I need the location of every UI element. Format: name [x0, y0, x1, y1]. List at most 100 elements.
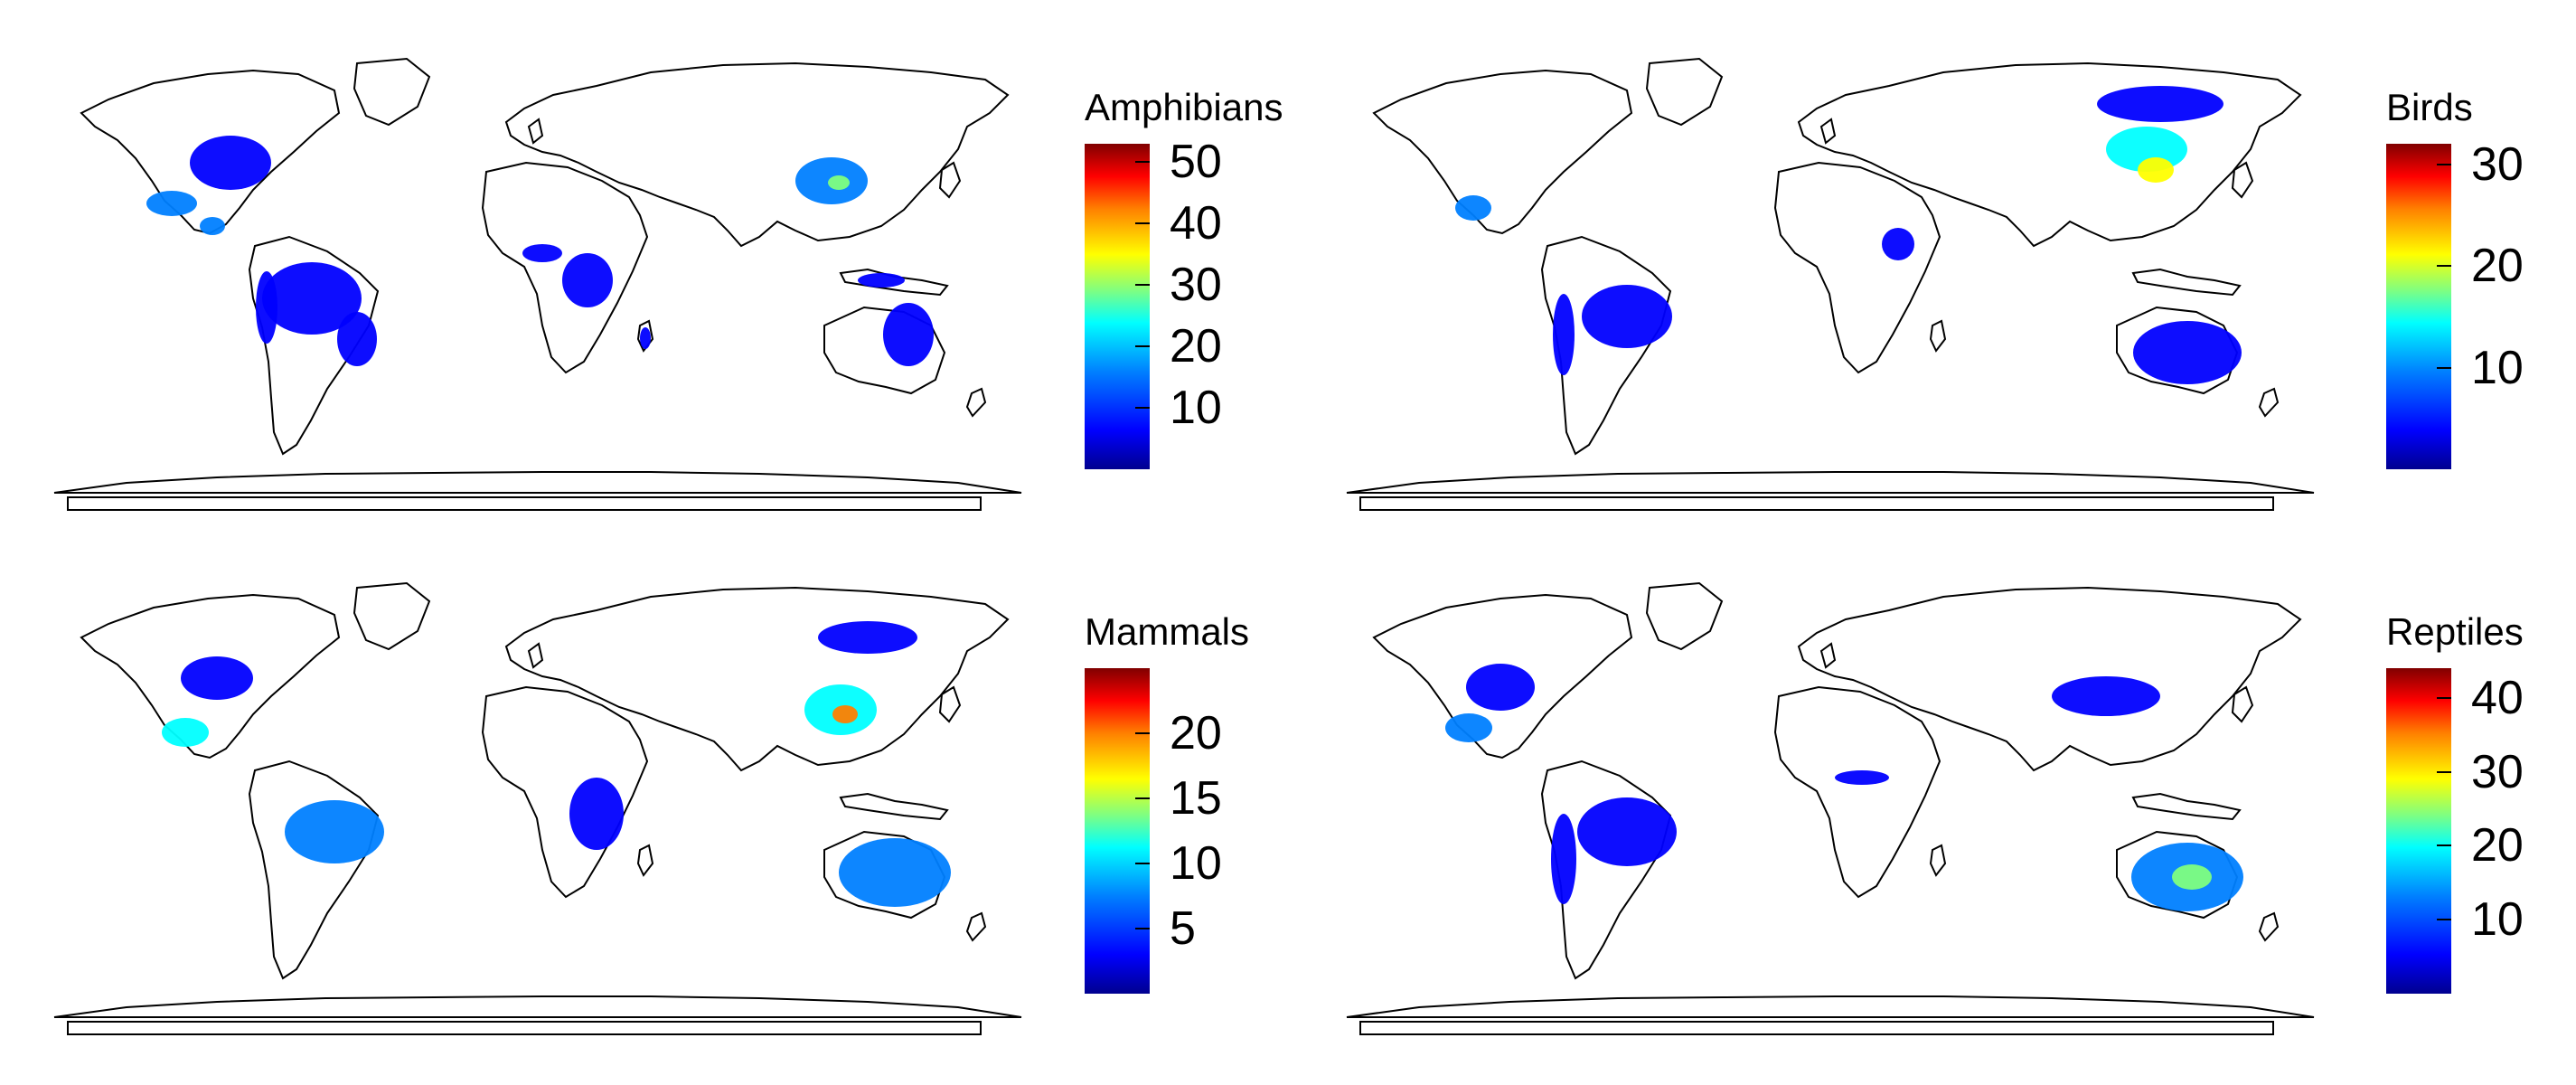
panel-birds: Birds 10 20 30 [1293, 36, 2576, 561]
landmass-africa [481, 161, 649, 374]
landmass-new-zealand [965, 387, 987, 418]
panel-reptiles: Reptiles 10 20 30 40 [1293, 561, 2576, 1085]
landmass-indonesia [2131, 268, 2242, 297]
tick-label: 30 [2471, 137, 2524, 191]
richness-patch-china-core [832, 705, 858, 723]
landmass-new-zealand [2258, 911, 2280, 942]
tick-label: 30 [2471, 745, 2524, 798]
landmass-greenland [1645, 57, 1724, 127]
colorbar [1085, 144, 1150, 469]
tick-mark [1135, 161, 1150, 164]
map-land [1346, 581, 2315, 1018]
landmass-madagascar [1929, 844, 1947, 877]
world-map-birds [1346, 57, 2315, 511]
tick-label: 15 [1170, 772, 1222, 825]
richness-patch-australia-core [2172, 864, 2212, 890]
tick-label: 50 [1170, 136, 1222, 189]
richness-patch-australia [2133, 321, 2242, 384]
landmass-uk [527, 118, 544, 145]
tick-mark [1135, 284, 1150, 287]
tick-mark [1135, 732, 1150, 734]
landmass-indonesia [839, 792, 949, 821]
richness-patch-brazil [1577, 797, 1677, 866]
colorbar-ticks: 10 20 30 40 50 [1135, 137, 1285, 469]
tick-mark [1135, 863, 1150, 864]
landmass-antarctica [1346, 471, 2315, 494]
richness-patch-siberia [818, 621, 917, 654]
colorbar [2386, 144, 2451, 469]
landmass-eurasia [504, 61, 1010, 248]
landmass-japan [938, 161, 962, 199]
richness-layer [1445, 664, 2243, 911]
landmass-japan [2231, 685, 2254, 723]
tick-mark [2437, 163, 2451, 165]
richness-patch-africa-east [1882, 228, 1914, 260]
richness-patch-atlantic-forest [337, 312, 377, 366]
tick-mark [1135, 928, 1150, 929]
landmass-antarctica [1346, 995, 2315, 1018]
panel-amphibians: Amphibians 10 20 30 40 50 [0, 36, 1283, 561]
landmass-north-america [1372, 69, 1633, 235]
richness-patch-central-asia [2052, 676, 2160, 716]
landmass-uk [1819, 642, 1837, 669]
richness-layer [1455, 86, 2242, 384]
tick-label: 20 [1170, 320, 1222, 373]
landmass-antarctica [53, 471, 1022, 494]
tick-label: 20 [2471, 819, 2524, 873]
tick-mark [1135, 407, 1150, 410]
landmass-africa [481, 685, 649, 899]
colorbar-ticks: 10 20 30 40 [2437, 668, 2576, 994]
landmass-south-america [248, 760, 380, 980]
landmass-new-zealand [965, 911, 987, 942]
tick-mark [2437, 844, 2451, 847]
tick-label: 40 [2471, 671, 2524, 724]
tick-label: 5 [1170, 902, 1196, 955]
legend-title: Amphibians [1085, 86, 1283, 128]
tick-label: 20 [1170, 707, 1222, 760]
richness-patch-north-america [181, 656, 253, 700]
richness-patch-mexico [1445, 713, 1492, 742]
colorbar-ticks: 10 20 30 [2437, 139, 2576, 469]
map-bottom-frame [1359, 496, 2274, 511]
tick-label: 10 [1170, 837, 1222, 890]
world-map-reptiles [1346, 581, 2315, 1035]
legend-title: Birds [2386, 86, 2473, 128]
tick-mark [1135, 797, 1150, 799]
colorbar [2386, 668, 2451, 994]
landmass-japan [2231, 161, 2254, 199]
richness-patch-brazil [285, 800, 384, 863]
tick-label: 40 [1170, 197, 1222, 250]
richness-patch-central-africa [562, 253, 613, 307]
tick-mark [1135, 345, 1150, 348]
richness-patch-amazon [262, 262, 362, 335]
richness-patch-china-hot [2138, 157, 2174, 183]
richness-patch-siberia [2097, 86, 2223, 122]
richness-patch-central-america [200, 217, 225, 235]
world-map-amphibians [53, 57, 1022, 511]
world-map-mammals [53, 581, 1022, 1035]
colorbar [1085, 668, 1150, 994]
richness-patch-australia [839, 838, 951, 907]
richness-patch-andes [1553, 294, 1575, 375]
landmass-madagascar [636, 844, 654, 877]
tick-label: 20 [2471, 240, 2524, 292]
richness-patch-north-america [1466, 664, 1535, 711]
tick-label: 10 [1170, 382, 1222, 435]
richness-patch-sahel [1835, 770, 1889, 785]
tick-mark [2437, 366, 2451, 369]
tick-mark [2437, 770, 2451, 773]
tick-mark [2437, 696, 2451, 699]
tick-mark [2437, 265, 2451, 267]
landmass-greenland [353, 57, 431, 127]
map-land [1346, 57, 2315, 494]
richness-patch-mexico [162, 718, 209, 747]
tick-label: 30 [1170, 259, 1222, 312]
richness-layer [162, 621, 951, 907]
landmass-antarctica [53, 995, 1022, 1018]
landmass-africa [1773, 685, 1941, 899]
richness-patch-madagascar [640, 327, 651, 349]
richness-patch-east-australia [883, 303, 934, 366]
landmass-madagascar [1929, 319, 1947, 353]
tick-label: 10 [2471, 893, 2524, 947]
map-bottom-frame [1359, 1021, 2274, 1035]
